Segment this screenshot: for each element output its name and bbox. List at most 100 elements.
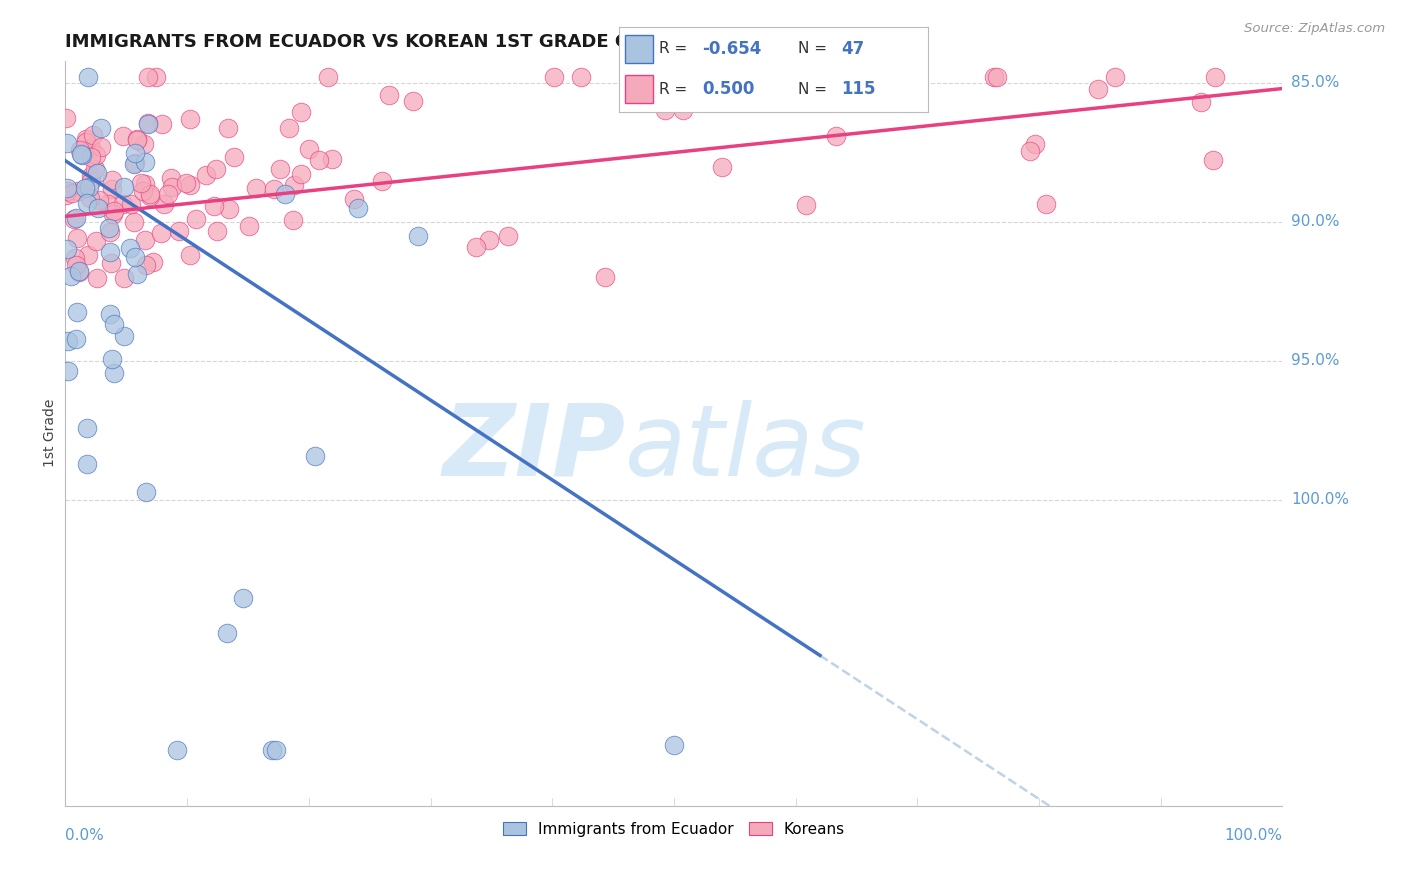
Point bbox=[70, 148, 93, 162]
Point bbox=[100, 226, 122, 240]
FancyBboxPatch shape bbox=[624, 36, 652, 62]
Point bbox=[56, 184, 79, 198]
Point bbox=[80, 169, 103, 183]
Point bbox=[87, 193, 110, 207]
Point bbox=[202, 199, 225, 213]
Point bbox=[824, 129, 846, 144]
Point bbox=[129, 176, 152, 190]
Point bbox=[986, 70, 1008, 85]
Point bbox=[207, 224, 229, 238]
Text: 100.0%: 100.0% bbox=[1291, 492, 1348, 508]
Point bbox=[290, 105, 312, 120]
Point bbox=[654, 103, 676, 117]
Point bbox=[56, 334, 79, 349]
Point bbox=[135, 258, 157, 272]
Point bbox=[111, 197, 134, 211]
Point bbox=[101, 182, 124, 196]
Point bbox=[1019, 145, 1042, 159]
Point bbox=[76, 196, 98, 211]
Point bbox=[66, 184, 89, 198]
Point bbox=[134, 154, 156, 169]
Text: 0.0%: 0.0% bbox=[66, 828, 104, 843]
Point bbox=[97, 221, 120, 235]
Point bbox=[122, 214, 145, 228]
Point bbox=[122, 156, 145, 170]
Point bbox=[100, 255, 122, 269]
Point bbox=[138, 188, 160, 202]
Y-axis label: 1st Grade: 1st Grade bbox=[44, 399, 58, 467]
Text: 100.0%: 100.0% bbox=[1225, 828, 1282, 843]
Point bbox=[55, 242, 77, 256]
Point bbox=[135, 484, 157, 499]
Text: N =: N = bbox=[799, 41, 832, 56]
Point bbox=[80, 150, 103, 164]
Text: 47: 47 bbox=[841, 40, 865, 58]
Point bbox=[101, 173, 124, 187]
Point bbox=[98, 307, 121, 321]
Point bbox=[1087, 82, 1109, 96]
Point bbox=[222, 150, 245, 164]
Point bbox=[84, 148, 107, 162]
Text: 90.0%: 90.0% bbox=[1291, 214, 1340, 229]
Point bbox=[217, 626, 239, 640]
Point bbox=[543, 70, 565, 85]
Point bbox=[65, 332, 87, 346]
Point bbox=[174, 177, 197, 191]
Text: 0.500: 0.500 bbox=[702, 80, 755, 98]
Point bbox=[477, 233, 499, 247]
Point bbox=[662, 738, 685, 752]
Point bbox=[184, 212, 207, 227]
Point bbox=[496, 228, 519, 243]
Point bbox=[277, 120, 299, 135]
Point bbox=[273, 187, 295, 202]
Point bbox=[101, 351, 124, 366]
Point bbox=[142, 255, 165, 269]
Point bbox=[70, 147, 93, 161]
Point bbox=[76, 457, 98, 471]
Point bbox=[77, 70, 100, 85]
Point bbox=[56, 364, 79, 378]
Point bbox=[67, 265, 90, 279]
Point bbox=[56, 181, 79, 195]
Point bbox=[134, 178, 156, 192]
Point bbox=[90, 139, 112, 153]
Point bbox=[60, 186, 83, 201]
Point bbox=[125, 132, 148, 146]
Point bbox=[245, 181, 267, 195]
Point bbox=[316, 70, 339, 85]
FancyBboxPatch shape bbox=[624, 76, 652, 103]
Point bbox=[76, 420, 98, 434]
Point bbox=[465, 240, 488, 254]
Text: Source: ZipAtlas.com: Source: ZipAtlas.com bbox=[1244, 22, 1385, 36]
Point bbox=[304, 449, 326, 463]
Point bbox=[150, 117, 173, 131]
Point bbox=[75, 135, 97, 149]
Text: -0.654: -0.654 bbox=[702, 40, 762, 58]
Point bbox=[672, 103, 695, 117]
Point bbox=[1204, 70, 1226, 85]
Point bbox=[65, 211, 87, 226]
Point bbox=[343, 192, 366, 206]
Point bbox=[281, 212, 304, 227]
Point bbox=[98, 244, 121, 259]
Point bbox=[112, 128, 135, 143]
Point bbox=[569, 70, 592, 85]
Point bbox=[112, 329, 135, 343]
Point bbox=[848, 88, 870, 103]
Point bbox=[1024, 136, 1046, 151]
Point bbox=[711, 160, 734, 174]
Point bbox=[55, 187, 77, 202]
Point bbox=[77, 248, 100, 262]
Point bbox=[238, 219, 260, 234]
Point bbox=[125, 133, 148, 147]
Point bbox=[1191, 95, 1213, 109]
Point bbox=[179, 248, 201, 262]
Point bbox=[262, 743, 284, 757]
Point bbox=[283, 178, 305, 193]
Point bbox=[86, 270, 108, 285]
Point bbox=[179, 178, 201, 193]
Point bbox=[134, 136, 156, 151]
Point bbox=[138, 70, 160, 85]
Point bbox=[408, 228, 430, 243]
Point bbox=[69, 143, 91, 157]
